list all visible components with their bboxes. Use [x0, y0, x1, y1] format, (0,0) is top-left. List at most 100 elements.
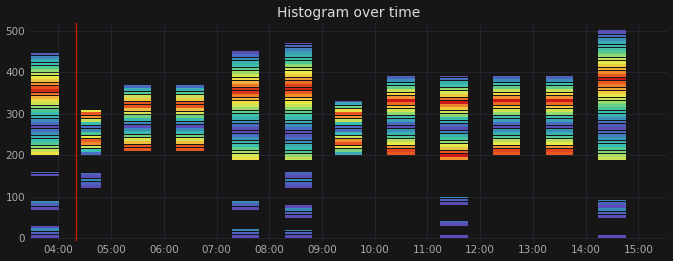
Bar: [388, 93, 415, 95]
Bar: [124, 128, 151, 131]
Bar: [32, 204, 59, 206]
Bar: [598, 154, 626, 157]
Bar: [124, 105, 151, 108]
Bar: [232, 114, 259, 117]
Bar: [285, 98, 312, 100]
Bar: [232, 154, 259, 157]
Bar: [388, 109, 415, 112]
Bar: [546, 99, 573, 102]
Bar: [440, 221, 468, 223]
Bar: [598, 200, 626, 201]
Bar: [598, 48, 626, 51]
Bar: [598, 209, 626, 211]
Bar: [598, 74, 626, 77]
Bar: [440, 117, 468, 120]
Bar: [285, 212, 312, 215]
Bar: [285, 51, 312, 54]
Bar: [124, 108, 151, 111]
Bar: [176, 84, 204, 85]
Bar: [124, 122, 151, 124]
Bar: [32, 63, 59, 66]
Bar: [232, 121, 259, 123]
Bar: [493, 126, 520, 128]
Bar: [285, 130, 312, 133]
Bar: [598, 64, 626, 67]
Bar: [176, 135, 204, 138]
Bar: [334, 132, 362, 135]
Bar: [176, 105, 204, 108]
Bar: [388, 79, 415, 82]
Bar: [124, 115, 151, 118]
Bar: [285, 111, 312, 114]
Bar: [232, 147, 259, 150]
Bar: [334, 146, 362, 148]
Bar: [232, 101, 259, 104]
Bar: [334, 136, 362, 138]
Bar: [598, 71, 626, 74]
Bar: [546, 122, 573, 125]
Bar: [388, 146, 415, 148]
Bar: [232, 229, 259, 231]
Bar: [124, 145, 151, 147]
Bar: [176, 128, 204, 131]
Bar: [598, 45, 626, 47]
Bar: [440, 124, 468, 127]
Bar: [232, 127, 259, 130]
Bar: [440, 144, 468, 147]
Bar: [285, 88, 312, 90]
Bar: [598, 38, 626, 40]
Bar: [598, 78, 626, 80]
Bar: [440, 154, 468, 157]
Bar: [334, 142, 362, 145]
Bar: [232, 91, 259, 94]
Bar: [546, 93, 573, 95]
Bar: [32, 174, 59, 176]
Bar: [598, 34, 626, 37]
Bar: [440, 147, 468, 150]
Bar: [32, 119, 59, 122]
Bar: [285, 121, 312, 123]
Bar: [546, 106, 573, 109]
Bar: [598, 98, 626, 100]
Bar: [32, 235, 59, 238]
Bar: [440, 127, 468, 130]
Bar: [334, 119, 362, 122]
Bar: [232, 141, 259, 143]
Bar: [176, 118, 204, 121]
Bar: [388, 152, 415, 155]
Bar: [598, 111, 626, 114]
Bar: [81, 110, 101, 112]
Bar: [176, 108, 204, 111]
Bar: [388, 122, 415, 125]
Bar: [440, 121, 468, 123]
Bar: [334, 106, 362, 109]
Bar: [232, 207, 259, 210]
Bar: [493, 142, 520, 145]
Bar: [285, 172, 312, 175]
Bar: [32, 116, 59, 118]
Bar: [124, 98, 151, 101]
Bar: [232, 61, 259, 64]
Bar: [493, 103, 520, 105]
Bar: [546, 126, 573, 128]
Bar: [440, 130, 468, 133]
Bar: [285, 205, 312, 208]
Bar: [285, 124, 312, 127]
Bar: [32, 93, 59, 95]
Bar: [388, 99, 415, 102]
Bar: [440, 202, 468, 205]
Bar: [32, 69, 59, 72]
Bar: [285, 68, 312, 70]
Bar: [388, 136, 415, 138]
Bar: [493, 116, 520, 118]
Bar: [232, 84, 259, 87]
Bar: [546, 109, 573, 112]
Bar: [81, 146, 101, 148]
Bar: [440, 141, 468, 143]
Bar: [388, 149, 415, 152]
Bar: [32, 60, 59, 62]
Bar: [81, 152, 101, 155]
Bar: [232, 74, 259, 77]
Bar: [440, 108, 468, 110]
Bar: [81, 179, 101, 181]
